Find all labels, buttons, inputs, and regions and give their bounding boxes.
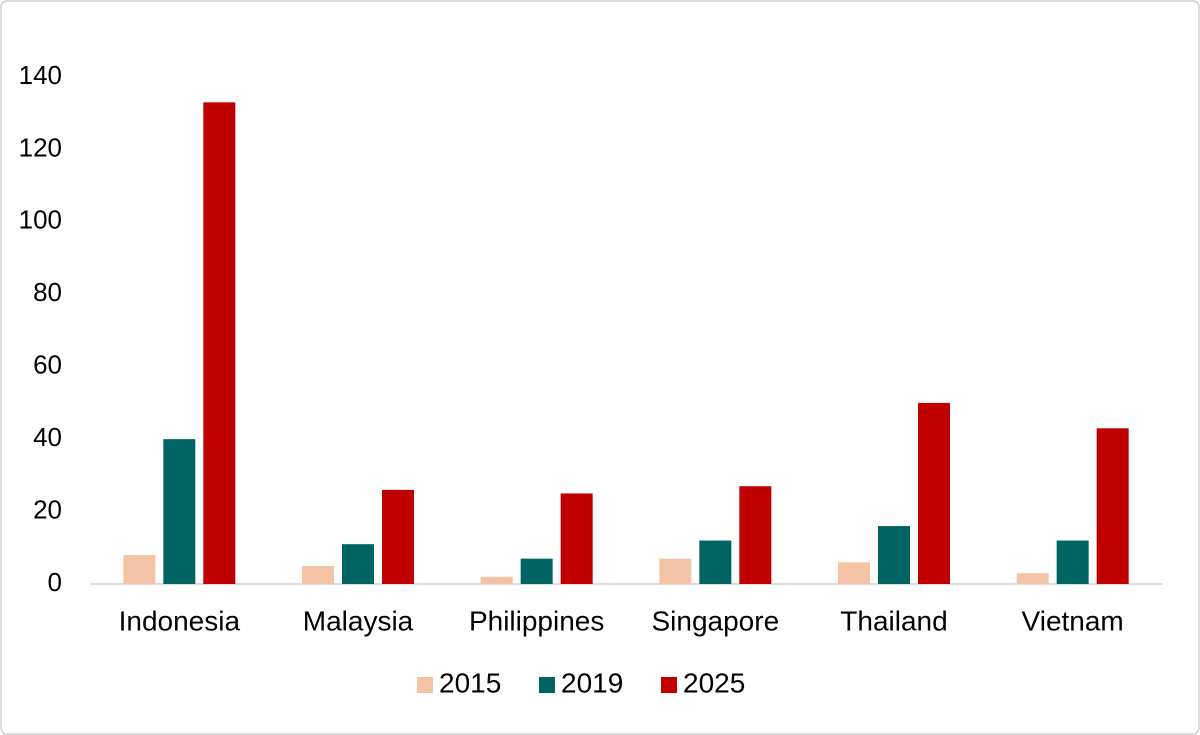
bar: [342, 544, 374, 584]
legend-swatch: [661, 677, 677, 693]
bar: [560, 493, 593, 584]
legend-label: 2019: [561, 667, 623, 698]
bar: [203, 102, 236, 584]
y-tick-label: 140: [19, 60, 62, 90]
legend-swatch: [417, 677, 433, 693]
bar: [480, 576, 513, 584]
bar: [1056, 540, 1089, 584]
x-tick-label: Vietnam: [1022, 605, 1124, 636]
y-tick-label: 20: [33, 494, 62, 524]
bar: [659, 558, 692, 584]
bar: [302, 565, 334, 584]
y-tick-label: 0: [48, 567, 62, 597]
bar: [739, 486, 772, 584]
y-tick-label: 60: [33, 350, 62, 380]
bar: [163, 439, 196, 584]
bar: [1016, 573, 1049, 584]
legend-label: 2015: [439, 667, 501, 698]
x-tick-label: Indonesia: [119, 605, 241, 636]
x-tick-label: Philippines: [469, 605, 604, 636]
x-tick-label: Thailand: [840, 605, 947, 636]
bar: [918, 402, 950, 584]
x-tick-label: Singapore: [652, 605, 780, 636]
y-tick-label: 80: [33, 277, 62, 307]
legend-swatch: [539, 677, 555, 693]
y-tick-label: 120: [19, 132, 62, 162]
bar: [1096, 428, 1129, 584]
legend-label: 2025: [683, 667, 745, 698]
y-tick-label: 40: [33, 422, 62, 452]
y-tick-label: 100: [19, 205, 62, 235]
x-tick-label: Malaysia: [303, 605, 414, 636]
bar: [520, 558, 553, 584]
bar: [382, 489, 414, 584]
bar: [699, 540, 732, 584]
bar: [878, 526, 910, 584]
bar: [123, 555, 156, 584]
bar: [838, 562, 870, 584]
